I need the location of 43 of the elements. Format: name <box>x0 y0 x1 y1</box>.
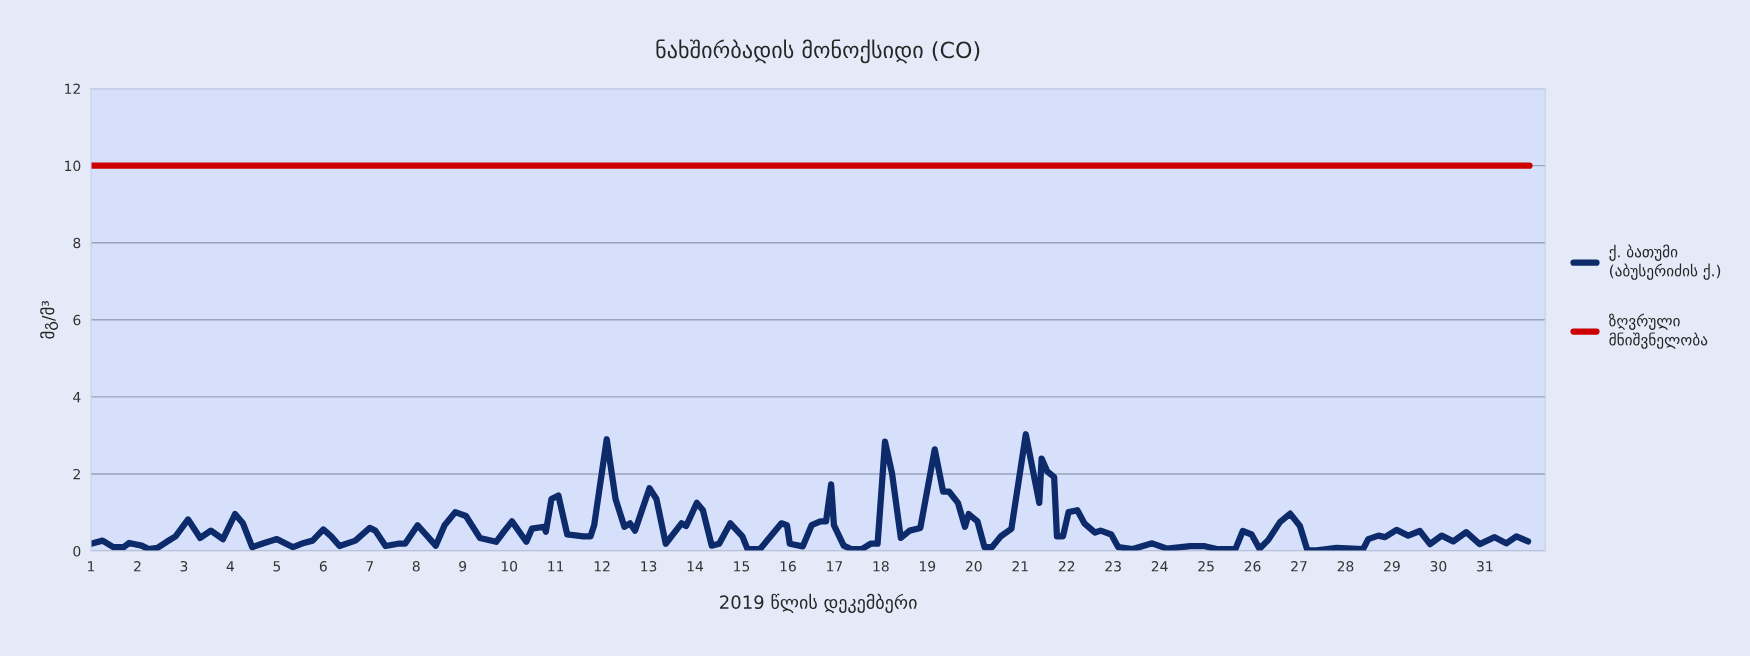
y-tick-label: 10 <box>65 160 81 172</box>
x-tick-label: 10 <box>501 561 518 572</box>
x-tick-label: 18 <box>873 561 889 572</box>
x-tick-label: 14 <box>687 561 704 572</box>
x-tick-label: 19 <box>920 561 936 572</box>
x-tick-label: 24 <box>1151 561 1168 572</box>
chart-title: ნახშირბადის მონოქსიდი (CO) <box>656 39 980 64</box>
x-tick-label: 6 <box>319 561 327 572</box>
x-tick-label: 16 <box>780 561 796 572</box>
y-tick-label: 6 <box>73 314 81 326</box>
legend-label: ზღვრული მნიშვნელობა <box>1608 313 1708 349</box>
x-tick-label: 13 <box>641 561 657 572</box>
x-tick-label: 23 <box>1105 561 1121 572</box>
x-tick-label: 11 <box>548 561 564 572</box>
y-tick-label: 0 <box>73 546 81 557</box>
x-tick-label: 15 <box>734 561 750 572</box>
x-tick-label: 9 <box>459 561 467 572</box>
x-tick-label: 4 <box>226 561 235 572</box>
x-tick-label: 30 <box>1430 561 1447 572</box>
x-tick-label: 27 <box>1291 561 1307 572</box>
x-tick-label: 20 <box>965 561 982 572</box>
y-tick-label: 2 <box>73 468 80 480</box>
x-tick-label: 7 <box>366 561 373 572</box>
x-tick-label: 12 <box>594 561 610 572</box>
x-tick-label: 21 <box>1012 561 1028 572</box>
x-tick-label: 22 <box>1058 561 1075 572</box>
y-tick-label: 12 <box>65 83 80 94</box>
x-tick-label: 25 <box>1198 561 1214 572</box>
x-tick-label: 31 <box>1477 561 1493 572</box>
x-tick-label: 29 <box>1384 561 1400 572</box>
y-tick-label: 8 <box>73 237 81 249</box>
x-tick-label: 5 <box>273 561 281 572</box>
x-tick-label: 1 <box>88 561 95 572</box>
x-tick-label: 17 <box>827 561 843 572</box>
x-tick-label: 2 <box>134 561 141 572</box>
y-axis-title: მგ/მ³ <box>40 300 59 339</box>
y-tick-label: 4 <box>73 392 81 403</box>
x-tick-label: 8 <box>412 561 420 572</box>
x-tick-label: 26 <box>1244 561 1261 572</box>
legend-label: ქ. ბათუმი (აბუსერიძის ქ.) <box>1609 244 1721 280</box>
x-axis-title: 2019 წლის დეკემბერი <box>720 593 917 614</box>
x-tick-label: 28 <box>1337 561 1354 572</box>
x-tick-label: 3 <box>180 561 188 572</box>
